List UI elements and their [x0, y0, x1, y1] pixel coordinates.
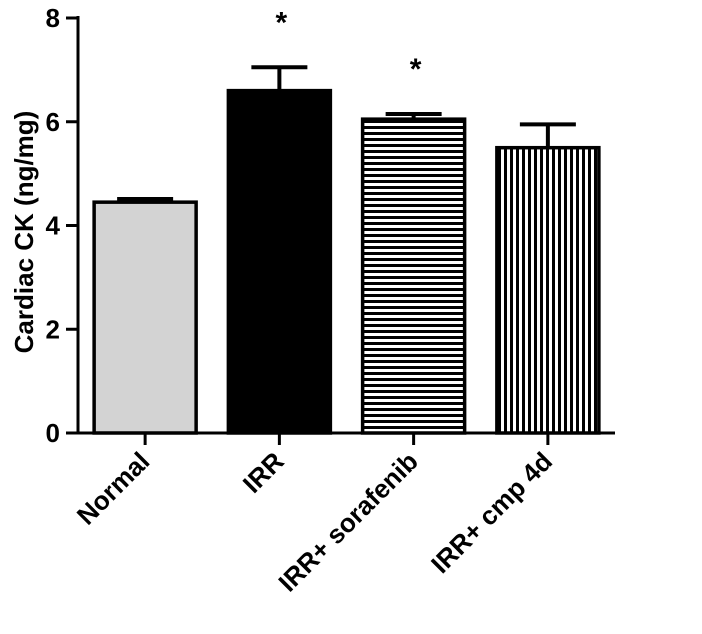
x-tick-label: IRR+ cmp 4d — [425, 446, 558, 579]
y-tick-label: 8 — [46, 3, 60, 33]
y-tick-label: 4 — [46, 211, 61, 241]
bar — [495, 145, 601, 435]
x-tick-label: IRR+ sorafenib — [272, 446, 423, 597]
x-tick-label: IRR — [237, 446, 290, 499]
y-tick-label: 6 — [46, 107, 60, 137]
bar — [92, 200, 198, 435]
y-axis-label: Cardiac CK (ng/mg) — [9, 111, 39, 354]
y-tick-label: 2 — [46, 314, 60, 344]
bars — [92, 65, 601, 435]
y-tick-label: 0 — [46, 418, 60, 448]
significance-marker: * — [276, 6, 288, 39]
x-tick-label: Normal — [71, 446, 156, 531]
significance-marker: * — [410, 53, 422, 86]
bar — [226, 88, 333, 435]
bar — [360, 117, 467, 435]
